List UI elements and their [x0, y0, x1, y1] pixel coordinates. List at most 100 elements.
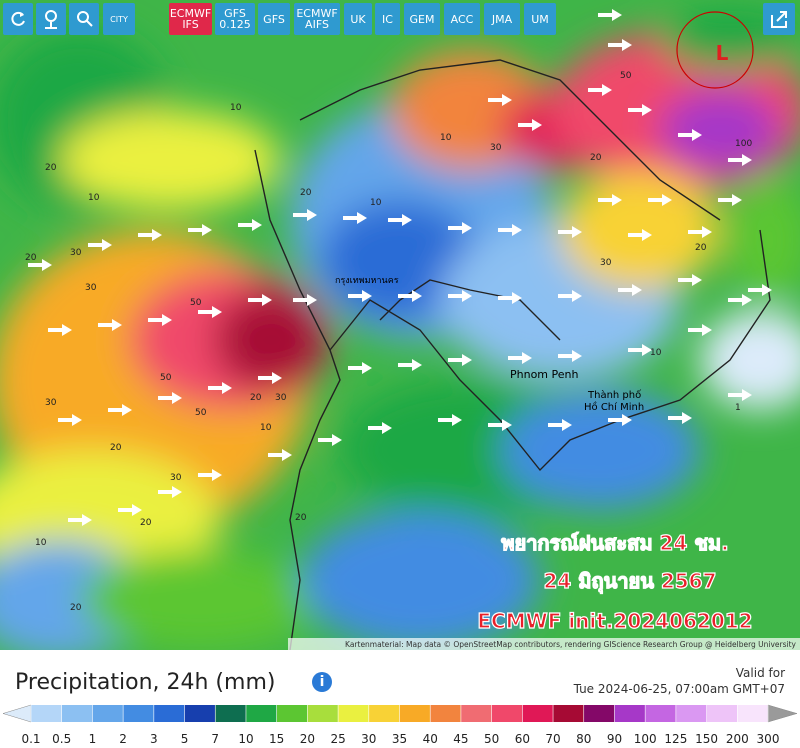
- location-button[interactable]: [36, 3, 66, 35]
- button-label: ECMWF: [169, 7, 212, 20]
- tick-label: 125: [664, 732, 687, 746]
- model-button[interactable]: GFS: [258, 3, 290, 35]
- color-swatch: [215, 705, 247, 722]
- contour-label: 30: [70, 248, 82, 258]
- wind-arrow: [88, 239, 112, 251]
- model-button[interactable]: IC: [375, 3, 400, 35]
- wind-arrow: [388, 214, 412, 226]
- model-button[interactable]: JMA: [484, 3, 520, 35]
- wind-arrow: [118, 504, 142, 516]
- model-button[interactable]: UK: [344, 3, 372, 35]
- contour-label: 10: [260, 423, 272, 433]
- contour-label: 20: [695, 243, 707, 253]
- contour-label: 10: [650, 348, 662, 358]
- tick-label: 200: [726, 732, 749, 746]
- map: 20 20 30 10 30 50 50 30 20 30 20 10 20 50 20 10 30 20 10 30…: [0, 0, 800, 650]
- contour-label: 50: [190, 298, 202, 308]
- tick-label: 40: [423, 732, 438, 746]
- zoom-button[interactable]: [69, 3, 99, 35]
- wind-arrow: [208, 382, 232, 394]
- tick-label: 100: [634, 732, 657, 746]
- color-swatch: [706, 705, 738, 722]
- button-label: GEM: [409, 12, 435, 26]
- color-swatch: [92, 705, 124, 722]
- info-icon[interactable]: i: [312, 672, 332, 692]
- wind-arrow: [628, 229, 652, 241]
- place-label: กรุงเทพมหานคร: [335, 276, 399, 286]
- contour-label: 30: [600, 258, 612, 268]
- contour-label: 10: [440, 133, 452, 143]
- wind-arrow: [718, 194, 742, 206]
- color-swatch: [2, 704, 32, 723]
- color-swatch: [645, 705, 677, 722]
- wind-arrow: [343, 212, 367, 224]
- color-swatch: [31, 705, 63, 722]
- wind-arrow: [293, 294, 317, 306]
- button-label: AIFS: [305, 18, 329, 31]
- wind-arrow: [648, 194, 672, 206]
- model-button[interactable]: UM: [524, 3, 556, 35]
- wind-arrow: [688, 324, 712, 336]
- overlay-text: พยากรณ์ฝนสะสม 24 ชม. 24 มิถุนายน 2567 EC…: [477, 530, 753, 633]
- wind-arrow: [548, 419, 572, 431]
- model-button[interactable]: ECMWF AIFS: [294, 3, 340, 35]
- wind-arrow: [198, 306, 222, 318]
- model-button[interactable]: GFS 0.125: [215, 3, 255, 35]
- reload-button[interactable]: [3, 3, 33, 35]
- model-button[interactable]: CITY: [103, 3, 135, 35]
- tick-label: 5: [181, 732, 189, 746]
- wind-arrow: [158, 392, 182, 404]
- wind-arrow: [318, 434, 342, 446]
- wind-arrow: [488, 419, 512, 431]
- wind-arrow: [188, 224, 212, 236]
- rain-field: [0, 10, 800, 650]
- wind-arrow: [688, 226, 712, 238]
- wind-arrow: [148, 314, 172, 326]
- wind-arrow: [138, 229, 162, 241]
- tick-label: 35: [392, 732, 407, 746]
- coastlines: [254, 59, 771, 650]
- button-label: CITY: [110, 14, 128, 24]
- tick-label: 80: [576, 732, 591, 746]
- wind-arrow: [518, 119, 542, 131]
- model-button[interactable]: ACC: [444, 3, 480, 35]
- legend-title: Precipitation, 24h (mm): [15, 670, 276, 695]
- button-label: JMA: [491, 12, 513, 26]
- button-label: UM: [531, 12, 549, 26]
- color-swatch: [153, 705, 186, 722]
- wind-arrow: [628, 104, 652, 116]
- button-label: GFS: [263, 12, 285, 26]
- share-button[interactable]: [763, 3, 795, 35]
- model-button[interactable]: ECMWF IFS: [169, 3, 212, 35]
- color-swatch: [430, 705, 462, 722]
- wind-arrow: [628, 344, 652, 356]
- wind-arrow: [258, 372, 282, 384]
- wind-arrow: [58, 414, 82, 426]
- model-button[interactable]: GEM: [404, 3, 440, 35]
- wind-arrow: [598, 194, 622, 206]
- overlay-line: พยากรณ์ฝนสะสม 24 ชม.: [501, 531, 728, 555]
- color-swatch: [737, 705, 769, 722]
- color-swatch: [307, 705, 339, 722]
- place-label: Hồ Chí Minh: [584, 401, 644, 413]
- wind-arrow: [498, 292, 522, 304]
- wind-arrow: [348, 290, 372, 302]
- wind-arrow: [728, 389, 752, 401]
- tick-label: 150: [695, 732, 718, 746]
- wind-arrow: [293, 209, 317, 221]
- valid-time: Tue 2024-06-25, 07:00am GMT+07: [573, 682, 785, 696]
- wind-arrow: [398, 359, 422, 371]
- wind-arrow: [498, 224, 522, 236]
- wind-arrow: [678, 129, 702, 141]
- contour-label: 20: [45, 163, 57, 173]
- wind-arrow: [98, 319, 122, 331]
- wind-arrow: [558, 290, 582, 302]
- wind-arrow: [448, 354, 472, 366]
- tick-label: 7: [211, 732, 219, 746]
- tick-label: 30: [361, 732, 376, 746]
- tick-label: 0.5: [52, 732, 71, 746]
- color-swatch: [338, 705, 370, 722]
- contour-label: 20: [110, 443, 122, 453]
- color-swatch: [245, 705, 278, 722]
